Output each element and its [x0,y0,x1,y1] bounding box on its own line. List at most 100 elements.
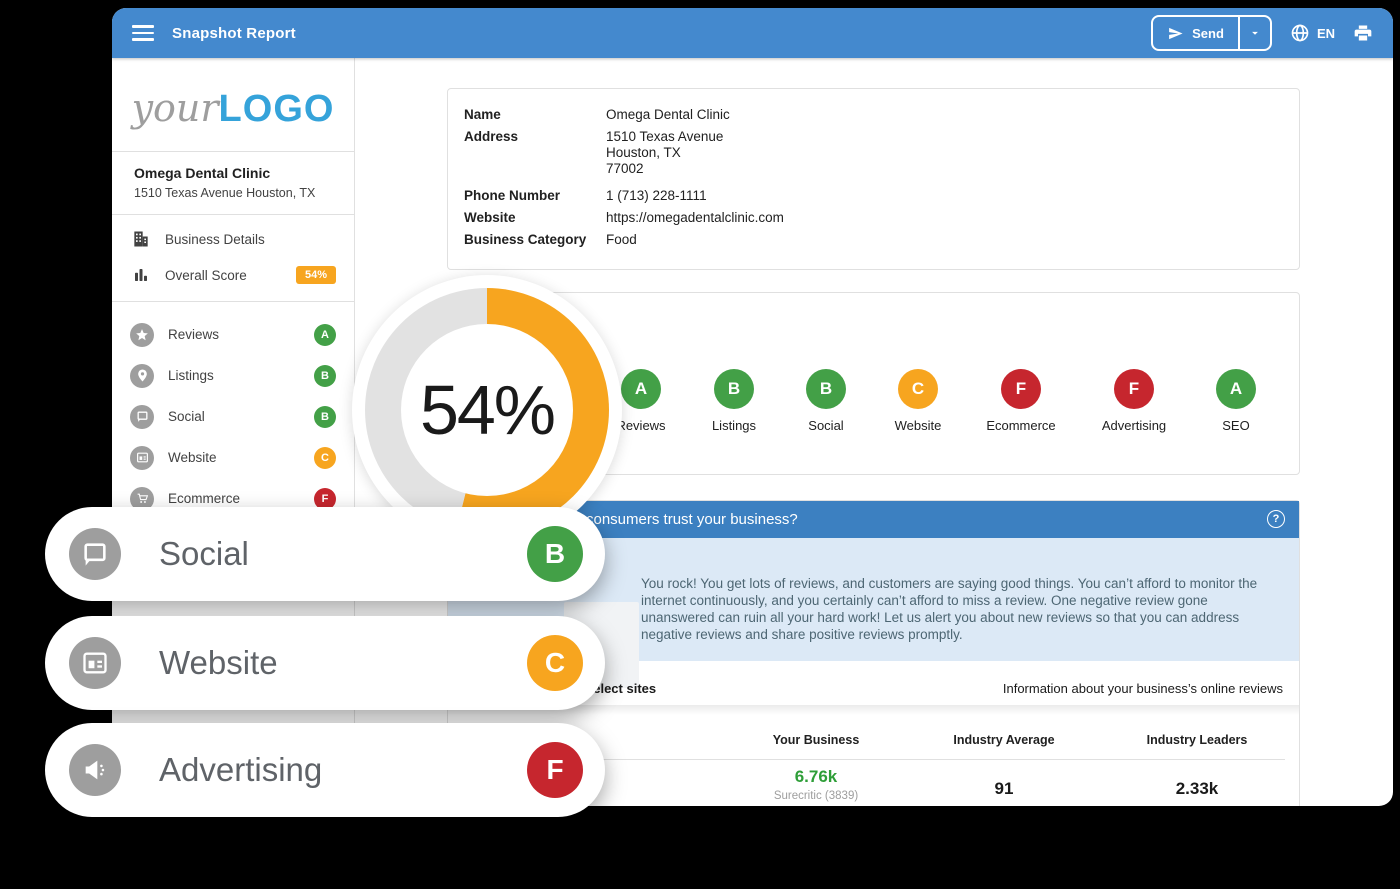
callout-pill-social[interactable]: Social B [45,507,605,601]
info-value-phone: 1 (713) 228-1111 [606,188,707,203]
shopping-cart-icon [130,486,154,511]
column-header-industry-average: Industry Average [953,733,1055,747]
printer-icon [1353,23,1373,43]
sidebar-item-listings[interactable]: Listings B [112,355,354,396]
browser-icon [69,637,121,689]
building-icon [130,229,152,249]
column-header-industry-leaders: Industry Leaders [1146,733,1248,747]
send-options-button[interactable] [1237,17,1270,49]
business-info-card: Name Omega Dental Clinic Address 1510 Te… [447,88,1300,270]
review-source: Surecritic (3839) [773,790,859,802]
send-button-label: Send [1192,25,1224,41]
overall-score-percent: 54% [419,371,556,449]
industry-leaders-value: 2.33k [1175,779,1219,798]
sidebar-business-name: Omega Dental Clinic [134,165,271,181]
sidebar-item-reviews[interactable]: Reviews A [112,314,354,355]
send-button[interactable]: Send [1153,17,1238,49]
help-icon[interactable]: ? [1267,510,1285,528]
sidebar-business-address: 1510 Texas Avenue Houston, TX [134,186,316,200]
industry-average-value: 91 [994,779,1014,798]
sidebar-item-label: Ecommerce [168,491,241,506]
grade-badge: B [527,526,583,582]
sidebar-item-label: Listings [168,368,214,383]
send-split-button: Send [1151,15,1272,51]
megaphone-icon [69,744,121,796]
grade-badge: F [527,742,583,798]
bar-chart-icon [130,266,152,284]
grade-badge: F [1114,369,1154,409]
info-label-phone: Phone Number [464,188,561,203]
grade-badge: C [314,446,336,469]
grade-badge: C [898,369,938,409]
grade-badge: B [314,405,336,428]
language-label: EN [1316,25,1335,41]
sidebar-item-label: Social [168,409,205,424]
browser-icon [130,445,154,470]
info-value-name: Omega Dental Clinic [606,107,730,122]
grade-badge: B [806,369,846,409]
chat-bubble-icon [130,404,154,429]
your-business-value: 6.76k [794,767,838,786]
info-label-website: Website [464,210,516,225]
chat-bubble-icon [69,528,121,580]
app-window: Snapshot Report Send [112,8,1393,806]
grade-badge: B [314,364,336,387]
logo-text-your: your [131,86,219,130]
sidebar-item-website[interactable]: Website C [112,437,354,478]
reviews-section-title: consumers trust your business? [586,511,798,528]
grade-badge: F [314,487,336,510]
sidebar-item-business-details[interactable]: Business Details [112,221,354,257]
grade-column-ecommerce: F Ecommerce [976,369,1066,433]
info-label-name: Name [464,107,501,122]
language-selector[interactable]: EN [1290,23,1335,43]
globe-icon [1290,23,1310,43]
grade-badge: A [314,323,336,346]
page-title: Snapshot Report [172,24,296,42]
top-bar: Snapshot Report Send [112,8,1393,58]
location-pin-icon [130,363,154,388]
sidebar-item-label: Overall Score [165,267,247,283]
grade-badge: A [1216,369,1256,409]
menu-icon[interactable] [132,25,154,41]
info-value-website: https://omegadentalclinic.com [606,210,784,225]
pill-label: Social [159,535,249,572]
star-icon [130,322,154,347]
overall-score-donut: 54% [352,275,622,545]
grade-column-seo: A SEO [1191,369,1281,433]
grade-column-listings: B Listings [689,369,779,433]
cell-industry-leaders: 2.33k [1102,779,1292,799]
sidebar-item-label: Website [168,450,217,465]
column-header-your-business: Your Business [772,733,860,747]
info-label-address: Address [464,129,519,144]
sidebar-item-label: Business Details [165,231,265,247]
score-donut-ring: 54% [365,288,609,532]
grade-column-website: C Website [873,369,963,433]
reviews-intro-text: You rock! You get lots of reviews, and c… [641,576,1258,642]
chevron-down-icon [1248,26,1262,40]
send-icon [1167,25,1184,42]
found-on-select-sites-label: select sites [586,681,657,696]
cell-your-business: 6.76k Surecritic (3839) Yelp (1709) [721,767,911,806]
grade-badge: B [714,369,754,409]
sidebar-item-label: Reviews [168,327,220,342]
info-value-category: Food [606,232,637,247]
grade-column-social: B Social [781,369,871,433]
grade-badge: C [527,635,583,691]
callout-pill-website[interactable]: Website C [45,616,605,710]
overall-score-badge: 54% [295,266,336,284]
print-button[interactable] [1353,23,1373,43]
sidebar-item-social[interactable]: Social B [112,396,354,437]
info-label-category: Business Category [464,232,587,247]
online-reviews-info-label: Information about your business’s online… [1002,681,1283,696]
pill-label: Website [159,644,278,681]
grade-badge: A [621,369,661,409]
pill-label: Advertising [159,751,323,788]
sidebar-item-ecommerce[interactable]: Ecommerce F [112,478,354,519]
sidebar-item-overall-score[interactable]: Overall Score 54% [112,257,354,293]
grade-badge: F [1001,369,1041,409]
info-value-address: 1510 Texas Avenue Houston, TX 77002 [606,129,724,176]
logo-text-logo: LOGO [218,88,335,130]
cell-industry-average: 91 [909,779,1099,799]
logo: yourLOGO [112,86,354,131]
callout-pill-advertising[interactable]: Advertising F [45,723,605,817]
